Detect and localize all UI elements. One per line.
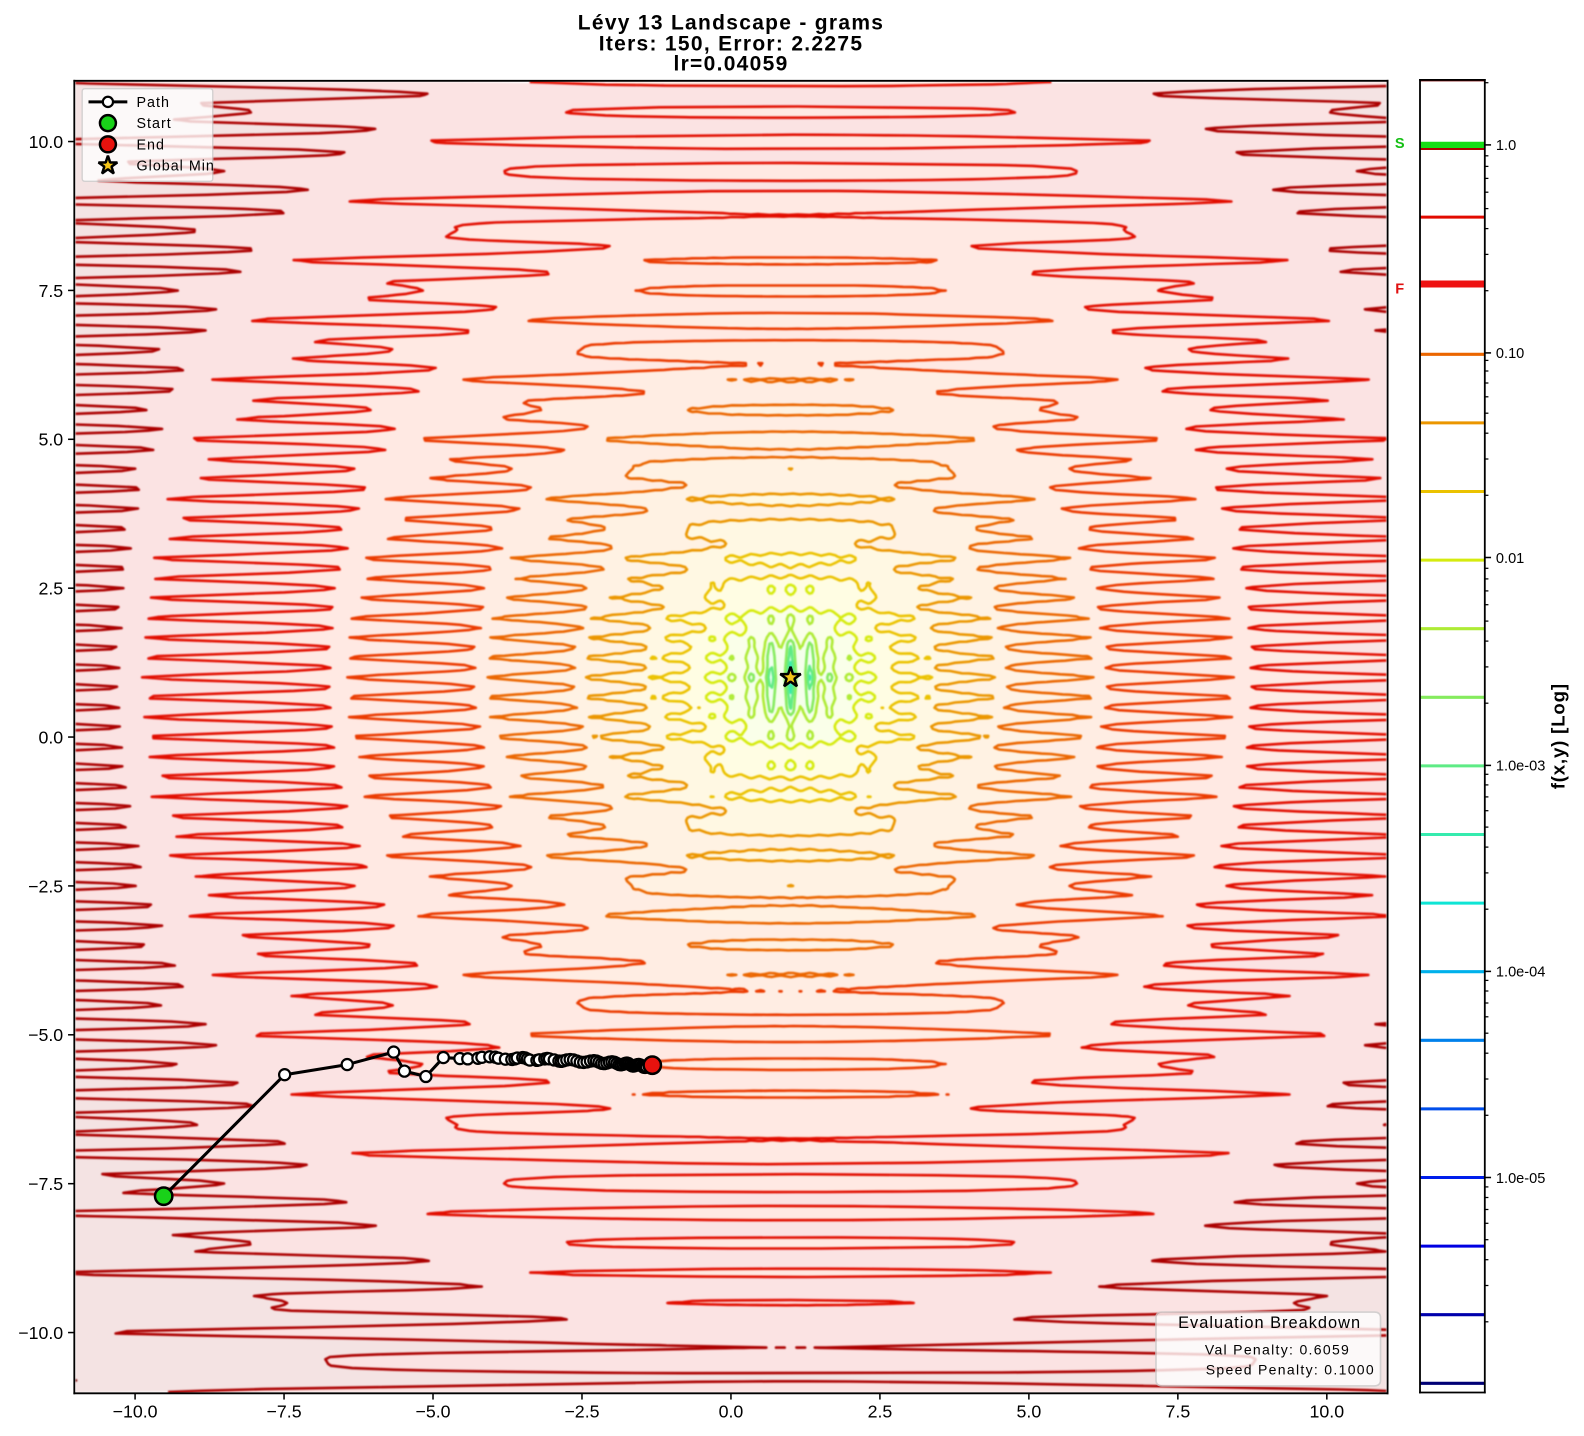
svg-text:−2.5: −2.5: [564, 1401, 599, 1421]
svg-text:5.0: 5.0: [1017, 1401, 1042, 1421]
svg-text:10.0: 10.0: [29, 132, 64, 152]
svg-text:−7.5: −7.5: [267, 1401, 302, 1421]
svg-text:7.5: 7.5: [38, 281, 63, 301]
svg-text:−10.0: −10.0: [113, 1401, 158, 1421]
svg-text:lr=0.04059: lr=0.04059: [673, 52, 788, 75]
svg-text:Speed Penalty: 0.1000: Speed Penalty: 0.1000: [1206, 1361, 1375, 1377]
svg-text:0.01: 0.01: [1496, 551, 1524, 567]
svg-text:7.5: 7.5: [1166, 1401, 1191, 1421]
svg-text:Path: Path: [137, 95, 170, 111]
svg-text:Start: Start: [137, 116, 172, 132]
svg-text:Iters: 150, Error: 2.2275: Iters: 150, Error: 2.2275: [599, 32, 864, 55]
svg-text:10.0: 10.0: [1310, 1401, 1345, 1421]
svg-text:1.0: 1.0: [1496, 138, 1516, 154]
svg-text:5.0: 5.0: [38, 430, 63, 450]
svg-text:1.0e-03: 1.0e-03: [1496, 759, 1545, 775]
svg-text:0.0: 0.0: [719, 1401, 744, 1421]
svg-text:−5.0: −5.0: [28, 1025, 63, 1045]
svg-text:2.5: 2.5: [868, 1401, 893, 1421]
svg-text:End: End: [137, 137, 165, 153]
svg-text:−5.0: −5.0: [415, 1401, 450, 1421]
svg-text:f(x,y) [Log]: f(x,y) [Log]: [1547, 683, 1568, 789]
svg-text:−7.5: −7.5: [28, 1174, 63, 1194]
svg-text:Lévy 13 Landscape - grams: Lévy 13 Landscape - grams: [578, 11, 885, 34]
svg-text:−2.5: −2.5: [28, 876, 63, 896]
svg-text:1.0e-05: 1.0e-05: [1496, 1171, 1545, 1187]
svg-text:Global Min: Global Min: [137, 159, 215, 175]
svg-text:2.5: 2.5: [38, 579, 63, 599]
svg-text:F: F: [1395, 281, 1404, 297]
svg-text:1.0e-04: 1.0e-04: [1496, 965, 1545, 981]
svg-text:0.10: 0.10: [1496, 346, 1524, 362]
svg-text:0.0: 0.0: [38, 727, 63, 747]
svg-text:Evaluation Breakdown: Evaluation Breakdown: [1178, 1314, 1361, 1332]
svg-text:S: S: [1395, 136, 1405, 152]
svg-text:−10.0: −10.0: [18, 1323, 63, 1343]
svg-text:Val Penalty: 0.6059: Val Penalty: 0.6059: [1205, 1341, 1350, 1357]
